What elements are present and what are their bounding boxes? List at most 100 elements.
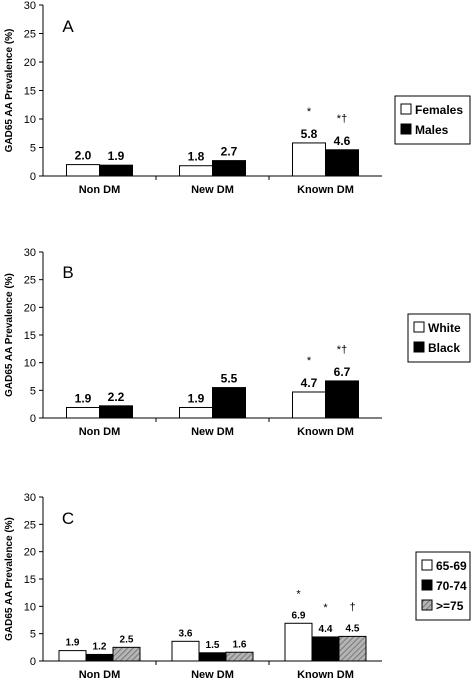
- y-tick-label: 15: [24, 574, 36, 586]
- y-axis-label: GAD65 AA Prevalence (%): [4, 273, 15, 397]
- chart-panel-a: 0 5 10 15 20 25 30 GAD65 AA Prevalence (%) A Non …: [4, 0, 471, 196]
- x-tick-label: New DM: [191, 184, 234, 196]
- legend-swatch: [421, 579, 433, 591]
- data-label: 2.7: [221, 145, 238, 159]
- data-label: 1.9: [66, 638, 80, 649]
- data-label: 2.2: [108, 390, 125, 404]
- bar-75-non-dm: [112, 646, 141, 662]
- bar-males-non-dm: [99, 164, 133, 177]
- x-tick-label: Known DM: [297, 184, 354, 196]
- y-axis-label: GAD65 AA Prevalence (%): [4, 517, 15, 641]
- bar-6569-non-dm: [58, 650, 87, 662]
- significance-marker: *†: [337, 113, 347, 125]
- bar-75-new-dm: [225, 651, 254, 662]
- data-label: 5.5: [221, 372, 238, 386]
- significance-marker: *: [323, 602, 328, 614]
- x-tick-label: Non DM: [79, 669, 121, 681]
- y-tick-label: 10: [24, 114, 36, 126]
- data-label: 1.8: [188, 150, 205, 164]
- data-label: 4.7: [301, 376, 318, 390]
- legend-swatch: [413, 321, 425, 333]
- x-tick-label: Known DM: [297, 669, 354, 681]
- legend-entry: >=75: [436, 599, 464, 613]
- legend-entry: Females: [415, 103, 463, 117]
- data-label: 4.6: [334, 134, 351, 148]
- data-label: 1.9: [108, 149, 125, 163]
- x-tick-label: New DM: [191, 426, 234, 438]
- significance-marker: *: [296, 588, 301, 600]
- bar-black-non-dm: [99, 405, 133, 419]
- y-tick-label: 10: [24, 358, 36, 370]
- data-label: 6.7: [334, 365, 351, 379]
- y-tick-label: 5: [30, 143, 36, 155]
- legend-entry: Black: [428, 341, 460, 355]
- bar-7074-new-dm: [198, 652, 227, 662]
- panel-label: C: [62, 509, 74, 528]
- data-label: 4.4: [319, 624, 333, 635]
- legend-entry: Males: [415, 123, 449, 137]
- y-tick-label: 25: [24, 275, 36, 287]
- y-tick-label: 0: [30, 171, 36, 183]
- chart-panel-c: 0 5 10 15 20 25 30 GAD65 AA Prevalence (%) C Non …: [4, 492, 471, 681]
- y-tick-label: 0: [30, 656, 36, 668]
- x-tick-label: Non DM: [79, 184, 121, 196]
- y-tick-label: 5: [30, 385, 36, 397]
- y-tick-label: 20: [24, 57, 36, 69]
- legend-swatch: [421, 559, 433, 571]
- y-tick-label: 25: [24, 519, 36, 531]
- y-tick-label: 0: [30, 413, 36, 425]
- chart-panel-b: 0 5 10 15 20 25 30 GAD65 AA Prevalence (%) B Non …: [4, 247, 471, 438]
- bar-6569-known-dm: [284, 622, 313, 662]
- significance-marker: †: [349, 601, 355, 613]
- significance-marker: *†: [337, 344, 347, 356]
- legend-entry: 65-69: [436, 559, 467, 573]
- y-tick-label: 25: [24, 29, 36, 41]
- data-label: 3.6: [179, 628, 193, 639]
- bar-7074-known-dm: [311, 636, 340, 662]
- legend-swatch: [421, 599, 433, 611]
- y-tick-label: 10: [24, 601, 36, 613]
- data-label: 1.9: [188, 391, 205, 405]
- bar-females-non-dm: [66, 164, 100, 177]
- data-label: 2.0: [75, 149, 92, 163]
- x-tick-label: Known DM: [297, 426, 354, 438]
- y-axis-label: GAD65 AA Prevalence (%): [4, 29, 15, 153]
- data-label: 4.5: [346, 623, 360, 634]
- data-label: 2.5: [120, 634, 134, 645]
- significance-marker: *: [307, 106, 312, 118]
- legend-entry: White: [428, 321, 461, 335]
- y-tick-label: 30: [24, 492, 36, 504]
- legend-swatch: [413, 341, 425, 353]
- legend: White Black: [407, 313, 471, 363]
- data-label: 1.2: [93, 641, 107, 652]
- panel-label: A: [62, 17, 74, 36]
- significance-marker: *: [307, 355, 312, 367]
- bar-white-known-dm: [292, 391, 326, 419]
- legend: 65-69 70-74 >=75: [415, 551, 471, 621]
- bar-black-known-dm: [325, 380, 359, 419]
- data-label: 1.9: [75, 391, 92, 405]
- legend: Females Males: [394, 95, 471, 145]
- y-tick-label: 30: [24, 247, 36, 259]
- data-label: 1.5: [206, 640, 220, 651]
- bar-black-new-dm: [212, 387, 246, 419]
- bar-75-known-dm: [338, 635, 367, 662]
- data-label: 5.8: [301, 127, 318, 141]
- bar-7074-non-dm: [85, 653, 114, 662]
- y-tick-label: 15: [24, 330, 36, 342]
- bar-males-new-dm: [212, 160, 246, 177]
- y-tick-label: 20: [24, 547, 36, 559]
- legend-swatch: [400, 123, 412, 135]
- y-tick-label: 20: [24, 302, 36, 314]
- bar-white-non-dm: [66, 406, 100, 419]
- panel-label: B: [62, 263, 73, 282]
- data-label: 1.6: [233, 639, 247, 650]
- bar-males-known-dm: [325, 149, 359, 177]
- legend-entry: 70-74: [436, 579, 467, 593]
- y-tick-label: 15: [24, 86, 36, 98]
- bar-6569-new-dm: [171, 640, 200, 662]
- y-tick-label: 5: [30, 629, 36, 641]
- bar-females-new-dm: [179, 165, 213, 177]
- bar-females-known-dm: [292, 142, 326, 177]
